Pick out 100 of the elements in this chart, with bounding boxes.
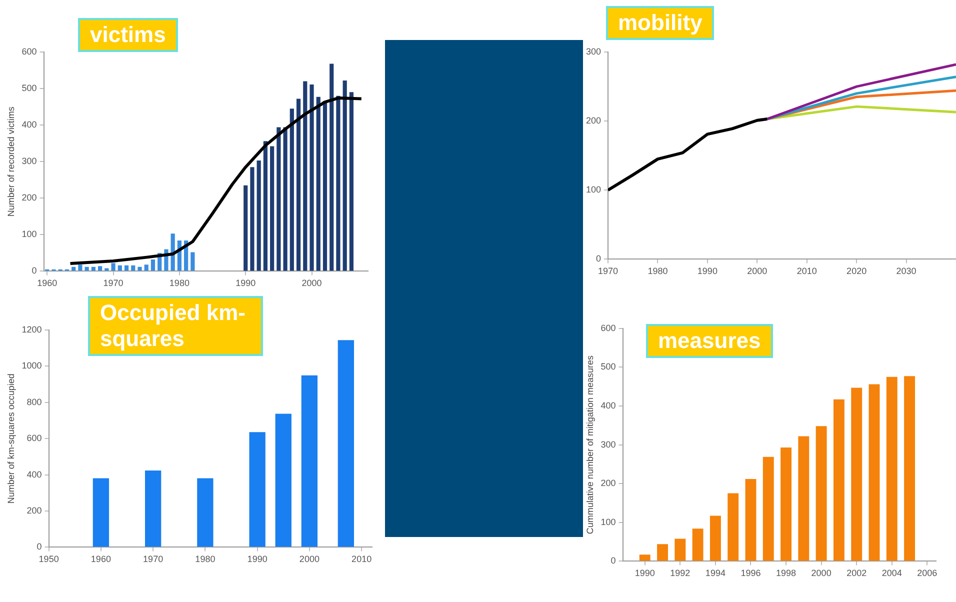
bar (144, 264, 148, 271)
bar (833, 399, 844, 561)
x-tick-label: 1970 (103, 278, 124, 288)
bar (283, 127, 288, 271)
bar (150, 260, 156, 271)
bar (692, 528, 704, 561)
x-tick-label: 2000 (811, 568, 832, 578)
x-tick-label: 1998 (776, 568, 796, 578)
bar (310, 84, 314, 271)
y-tick-label: 800 (26, 396, 42, 407)
x-tick-label: 1960 (90, 554, 111, 564)
bar (138, 266, 142, 271)
x-tick-label: 1950 (38, 554, 59, 564)
bar (886, 376, 898, 561)
x-tick-label: 2004 (882, 568, 902, 578)
bar (780, 448, 792, 561)
y-axis-title: Cummulative number of mitigation measures (584, 355, 595, 534)
bar (816, 426, 827, 561)
y-tick-label: 600 (22, 46, 37, 56)
x-tick-label: 1994 (705, 568, 726, 578)
bar (276, 127, 281, 271)
y-tick-label: 600 (600, 322, 616, 333)
bar (296, 98, 301, 271)
bar (244, 185, 248, 271)
bar (762, 456, 774, 561)
x-tick-label: 2002 (846, 568, 867, 578)
bar (124, 265, 129, 271)
y-tick-label: 100 (600, 516, 616, 527)
x-tick-label: 1996 (740, 568, 761, 578)
y-tick-label: 0 (36, 542, 42, 552)
bar (639, 554, 650, 561)
y-tick-label: 300 (586, 46, 602, 56)
x-tick-label: 1990 (697, 266, 718, 276)
bar (263, 141, 268, 271)
y-tick-label: 100 (22, 229, 37, 240)
chart-title: mobility (606, 6, 714, 40)
bar (674, 538, 686, 561)
bar (250, 167, 254, 271)
bar (290, 108, 294, 271)
bar (728, 493, 739, 561)
bar (322, 100, 328, 271)
bar (98, 266, 102, 271)
bar (131, 265, 136, 271)
bar (745, 478, 756, 561)
y-tick-label: 500 (600, 362, 616, 372)
x-tick-label: 1990 (634, 568, 655, 578)
x-tick-label: 1980 (195, 554, 216, 564)
bar (303, 81, 308, 271)
bar (249, 432, 266, 547)
chart-title: measures (646, 324, 773, 358)
y-tick-label: 0 (610, 556, 616, 566)
y-tick-label: 1000 (22, 360, 42, 371)
y-tick-label: 100 (586, 184, 602, 195)
y-tick-label: 400 (22, 120, 37, 130)
bar (798, 436, 810, 561)
bar (710, 516, 721, 561)
y-tick-label: 500 (22, 83, 37, 94)
x-tick-label: 2020 (846, 266, 867, 276)
y-tick-label: 0 (32, 266, 37, 276)
chart-title: Occupied km-squares (88, 296, 263, 356)
x-tick-label: 2030 (896, 266, 916, 276)
x-tick-label: 1960 (37, 278, 58, 288)
bar (118, 265, 122, 271)
y-tick-label: 600 (26, 433, 42, 444)
bar (338, 340, 354, 547)
bar (342, 80, 347, 271)
y-tick-label: 200 (26, 505, 42, 516)
x-tick-label: 2010 (352, 554, 372, 564)
bar (851, 388, 862, 561)
y-tick-label: 200 (22, 192, 37, 203)
x-tick-label: 2000 (299, 554, 320, 564)
bar (270, 146, 274, 271)
bar (197, 478, 214, 547)
bar (78, 264, 82, 271)
y-tick-label: 300 (22, 156, 37, 166)
y-tick-label: 400 (600, 400, 616, 410)
bar (111, 263, 116, 271)
bar (657, 544, 668, 561)
y-tick-label: 400 (26, 469, 42, 480)
x-tick-label: 1980 (169, 278, 190, 288)
x-tick-label: 2006 (917, 568, 938, 578)
x-tick-label: 1980 (648, 266, 668, 276)
chart-title: victims (78, 18, 178, 52)
bar (316, 96, 320, 271)
x-tick-label: 1970 (598, 266, 618, 276)
y-axis-title: Number of km-squares occupied (6, 374, 16, 504)
bar (275, 414, 292, 547)
x-tick-label: 2010 (796, 266, 817, 276)
bar (868, 384, 880, 561)
y-tick-label: 1200 (22, 324, 42, 334)
y-tick-label: 300 (600, 439, 616, 450)
x-tick-label: 1992 (670, 568, 690, 578)
bar (330, 64, 334, 271)
bar (301, 375, 318, 547)
bar (92, 478, 110, 547)
bar (144, 470, 162, 547)
x-tick-label: 1970 (143, 554, 164, 564)
y-tick-label: 0 (596, 254, 602, 264)
bar (190, 252, 195, 271)
y-axis-title: Number of recorded victims (6, 106, 16, 217)
